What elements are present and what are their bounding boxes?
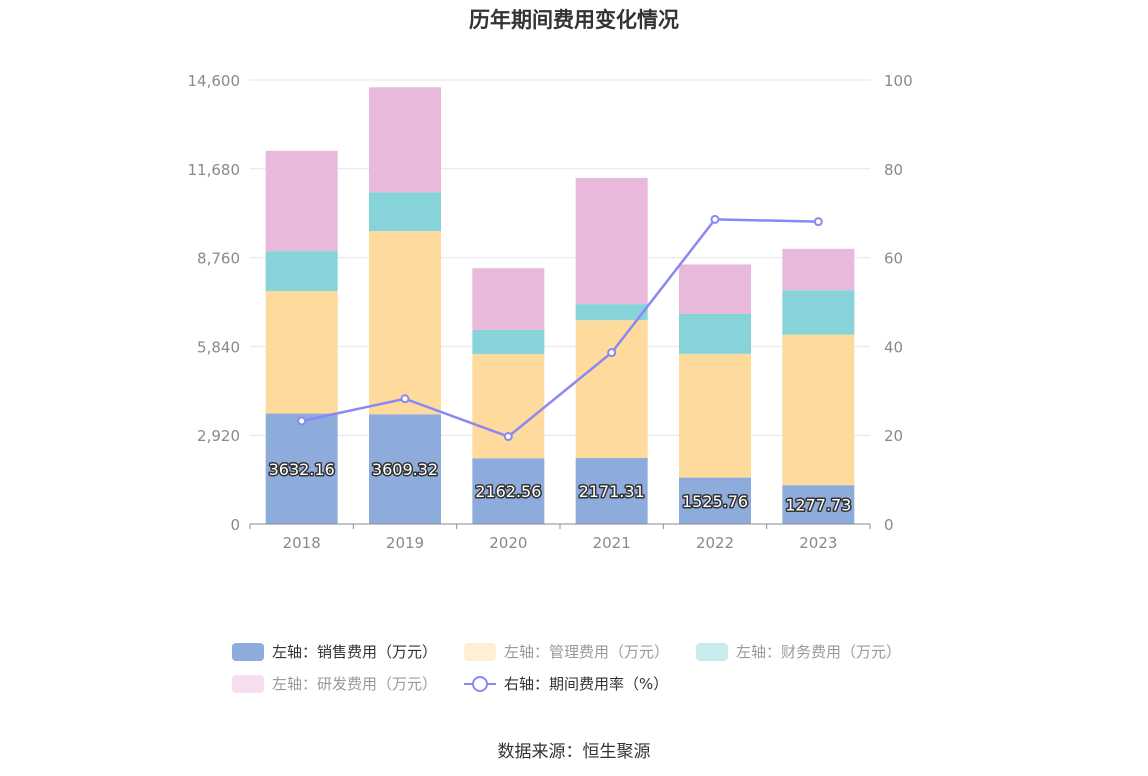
- left-axis-tick-label: 5,840: [197, 338, 240, 356]
- right-axis-tick-label: 100: [884, 72, 913, 90]
- legend-swatch: [232, 674, 264, 693]
- legend-item[interactable]: 左轴：研发费用（万元）: [232, 673, 437, 694]
- bar-segment-1: [472, 458, 545, 524]
- legend-item[interactable]: 左轴：管理费用（万元）: [464, 641, 669, 662]
- bar-segment-3: [575, 304, 648, 321]
- legend-item[interactable]: 右轴：期间费用率（%）: [464, 673, 668, 694]
- right-axis-tick-label: 80: [884, 161, 903, 179]
- axis-layer: 0 2,920 5,840 8,760 11,680 14,600 0 20 40 60 80 100…: [188, 72, 913, 552]
- bar-segment-2: [782, 334, 855, 486]
- legend-label: 右轴：期间费用率（%）: [504, 675, 669, 693]
- chart-title: 历年期间费用变化情况: [469, 8, 679, 32]
- bar-segment-3: [782, 290, 855, 335]
- legend-swatch: [232, 642, 264, 661]
- left-axis-tick-label: 8,760: [197, 250, 240, 268]
- rate-point: [400, 394, 410, 404]
- bar-segment-1: [369, 414, 441, 524]
- bar-data-label: 3609.32: [372, 460, 438, 479]
- left-axis-tick-label: 0: [230, 516, 240, 534]
- legend-label: 左轴：管理费用（万元）: [504, 643, 670, 661]
- bar-segment-3: [472, 329, 545, 354]
- rate-line-layer: [297, 214, 823, 442]
- bar-data-label: 2162.56: [475, 482, 541, 501]
- rate-line: [301, 218, 819, 438]
- legend-line-marker: [464, 675, 496, 693]
- bar-segment-1: [782, 485, 855, 524]
- data-source: 数据来源：恒生聚源: [497, 742, 651, 762]
- right-axis-tick-label: 60: [884, 250, 903, 268]
- x-axis-tick-label: 2019: [386, 534, 424, 552]
- x-axis-tick-label: 2021: [593, 534, 631, 552]
- bar-data-label: 3632.16: [269, 460, 335, 479]
- bar-segment-3: [369, 192, 441, 232]
- grid-layer: [250, 79, 870, 436]
- bar-segment-3: [265, 251, 338, 291]
- bar-segment-2: [472, 353, 545, 459]
- rate-point: [297, 416, 307, 426]
- bar-segment-2: [679, 353, 751, 478]
- x-axis-tick-label: 2022: [696, 534, 734, 552]
- bar-segment-1: [679, 477, 751, 524]
- right-axis-tick-label: 20: [884, 427, 903, 445]
- rate-point: [607, 348, 617, 358]
- legend-label: 左轴：财务费用（万元）: [736, 643, 902, 661]
- rate-point: [503, 432, 513, 442]
- x-axis-tick-label: 2020: [489, 534, 527, 552]
- bar-segment-4: [575, 177, 648, 305]
- bar-segment-1: [265, 413, 338, 524]
- bar-segment-4: [782, 248, 855, 291]
- bar-labels-layer: 3632.16 3609.32 2162.56 2171.31 1525.76 1277.…: [267, 458, 853, 516]
- bar-segment-2: [575, 320, 648, 458]
- bar-segment-1: [575, 457, 648, 524]
- bar-data-label: 1525.76: [682, 492, 748, 511]
- legend-item[interactable]: 左轴：财务费用（万元）: [696, 641, 901, 662]
- bar-segment-4: [265, 150, 338, 252]
- legend-label: 左轴：研发费用（万元）: [272, 675, 438, 693]
- bar-segment-2: [265, 290, 338, 414]
- legend-label: 左轴：销售费用（万元）: [272, 643, 438, 661]
- left-axis-tick-label: 11,680: [188, 161, 241, 179]
- right-axis-tick-label: 0: [884, 516, 894, 534]
- bar-data-label: 2171.31: [579, 482, 645, 501]
- bar-segment-4: [472, 268, 545, 330]
- bar-segment-4: [679, 264, 751, 314]
- rate-point: [813, 217, 823, 227]
- bar-segment-3: [679, 313, 751, 354]
- right-axis-tick-label: 40: [884, 338, 903, 356]
- left-axis-tick-label: 2,920: [197, 427, 240, 445]
- bars-layer: [265, 87, 855, 524]
- legend-swatch: [696, 642, 728, 661]
- x-axis-tick-label: 2018: [283, 534, 321, 552]
- legend-swatch: [464, 642, 496, 661]
- left-axis-tick-label: 14,600: [188, 72, 241, 90]
- legend-item[interactable]: 左轴：销售费用（万元）: [232, 641, 437, 662]
- bar-data-label: 1277.73: [785, 496, 851, 515]
- x-axis-tick-label: 2023: [799, 534, 837, 552]
- rate-point: [710, 214, 720, 224]
- bar-segment-4: [369, 87, 441, 193]
- bar-segment-2: [369, 231, 441, 415]
